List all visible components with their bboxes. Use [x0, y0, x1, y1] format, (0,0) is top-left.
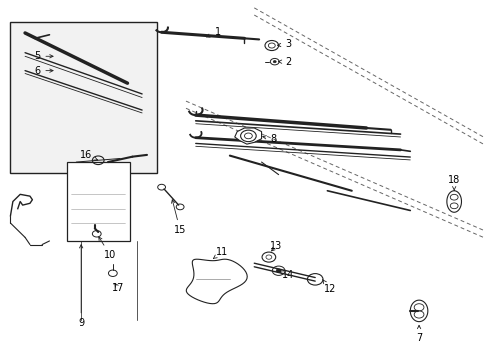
- Text: 3: 3: [277, 40, 291, 49]
- Text: 14: 14: [279, 270, 294, 280]
- Text: 16: 16: [80, 150, 98, 160]
- Text: 6: 6: [34, 66, 53, 76]
- Text: 5: 5: [34, 51, 53, 61]
- Text: 15: 15: [171, 200, 186, 235]
- Circle shape: [273, 60, 276, 63]
- Text: 13: 13: [269, 241, 282, 251]
- Text: 10: 10: [99, 237, 116, 260]
- Text: 12: 12: [322, 279, 335, 294]
- Text: 18: 18: [447, 175, 459, 190]
- Text: 9: 9: [78, 245, 84, 328]
- Text: 11: 11: [213, 247, 228, 258]
- Bar: [66, 162, 130, 241]
- Polygon shape: [234, 128, 261, 144]
- Polygon shape: [446, 191, 461, 212]
- Text: 8: 8: [262, 134, 276, 144]
- Circle shape: [276, 269, 281, 273]
- Text: 2: 2: [278, 57, 291, 67]
- Text: 4: 4: [78, 179, 84, 189]
- Polygon shape: [186, 259, 247, 304]
- Bar: [10, 22, 157, 173]
- Polygon shape: [409, 300, 427, 321]
- Text: 17: 17: [111, 283, 123, 293]
- Text: 1: 1: [206, 27, 220, 37]
- Text: 7: 7: [415, 325, 421, 343]
